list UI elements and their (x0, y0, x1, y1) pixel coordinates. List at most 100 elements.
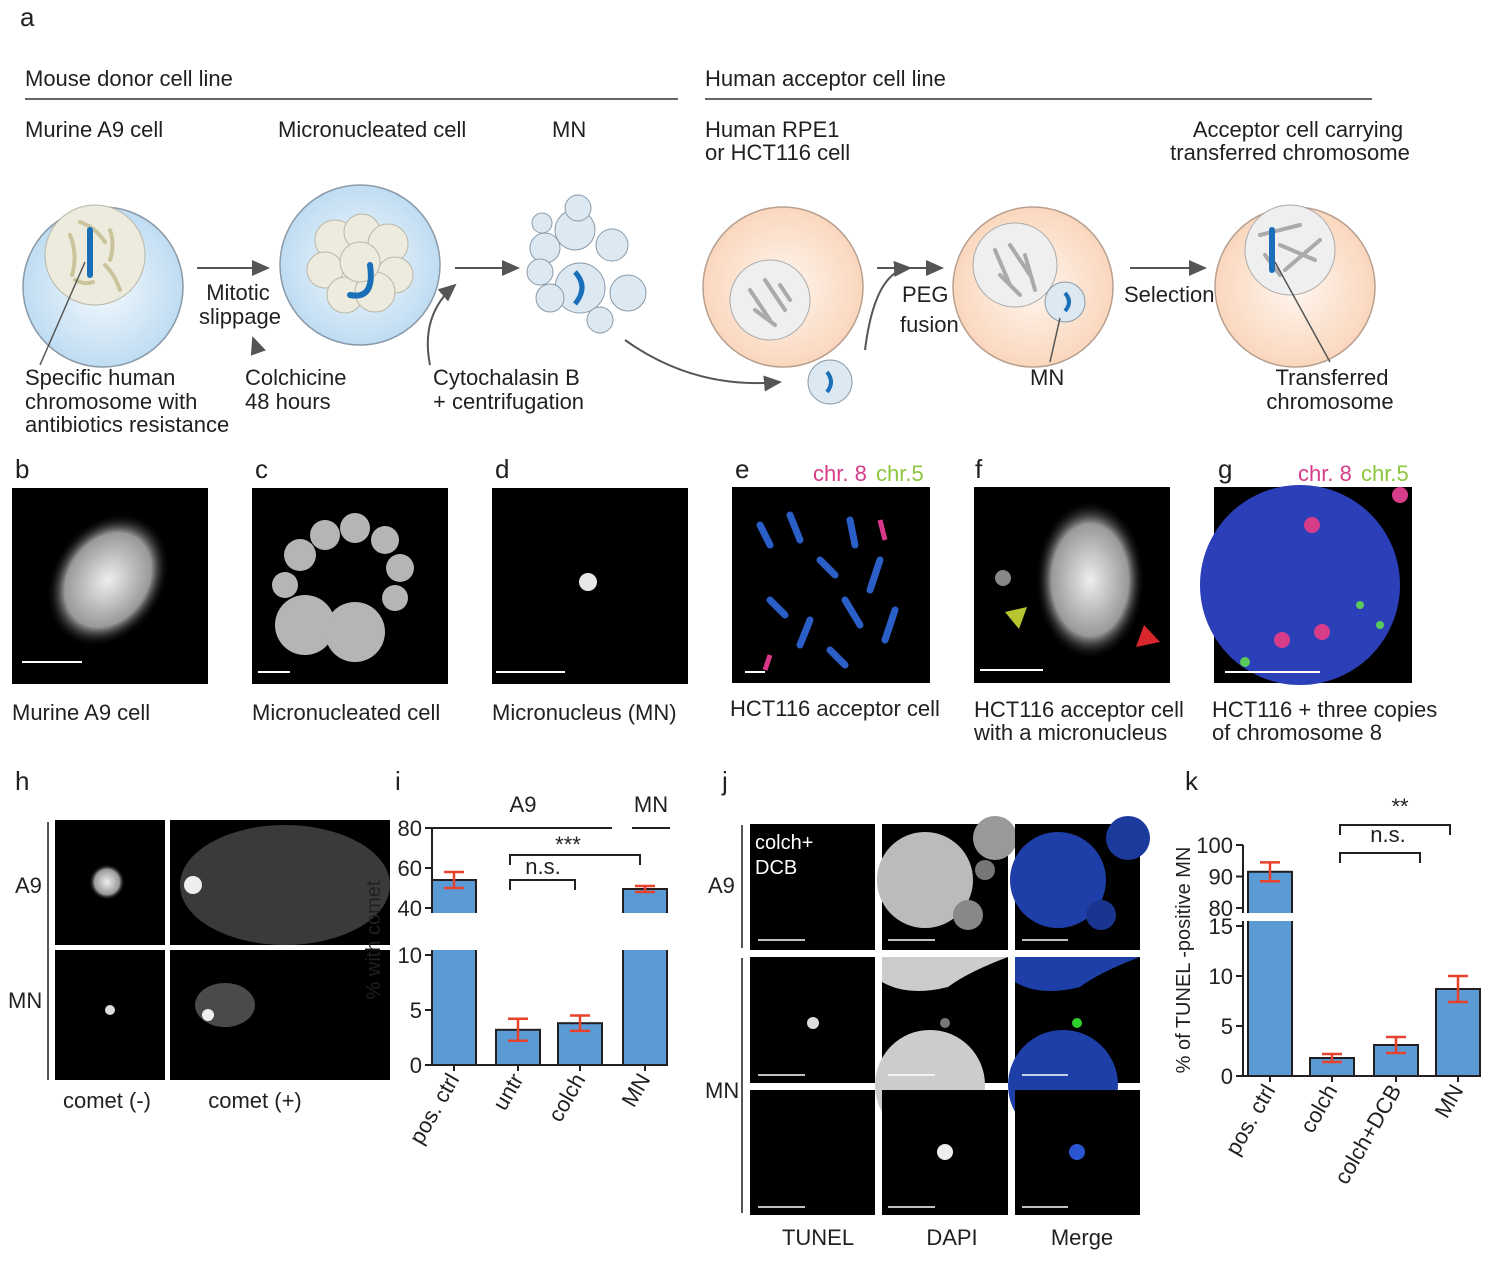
axis-break (1231, 913, 1488, 921)
cell-illustration-part (68, 220, 122, 292)
micrograph-part (1069, 1144, 1085, 1160)
caption: Micronucleus (MN) (492, 700, 677, 725)
stage-title: Micronucleated cell (278, 117, 466, 142)
column-label: DAPI (926, 1225, 977, 1250)
cell-illustration-part (44, 204, 146, 306)
note: Specific human (25, 365, 175, 390)
y-tick-label: 10 (1209, 964, 1233, 989)
micrograph-part (877, 832, 973, 928)
micrograph-part (877, 519, 888, 541)
micrograph-part-part (1304, 517, 1320, 533)
note: antibiotics resistance (25, 412, 229, 437)
micrograph (12, 485, 1412, 685)
y-axis-title: % with comet (363, 880, 385, 999)
cell-illustration-part-part (78, 220, 107, 244)
micrograph-part-part (386, 554, 414, 582)
panel-label: g (1218, 454, 1232, 484)
stage-title: transferred chromosome (1170, 140, 1410, 165)
micrograph-part (1015, 957, 1140, 991)
y-tick-label: 10 (398, 943, 422, 968)
y-tick-label: 100 (1196, 833, 1233, 858)
micrograph-part (1072, 1018, 1082, 1028)
y-tick-label: 0 (410, 1053, 422, 1078)
micrograph-part-part (275, 595, 335, 655)
cell-illustration-part-part (753, 308, 777, 327)
cell-illustration-part-part (526, 258, 554, 286)
overlay-label: DCB (755, 857, 797, 879)
step-label: fusion (900, 312, 959, 337)
cell-illustration-part-part (531, 212, 553, 234)
cell-illustration-part-part (778, 283, 792, 302)
micrograph-part-part (756, 521, 774, 549)
micrograph-part (807, 1017, 819, 1029)
panel-label: b (15, 454, 29, 484)
cell-illustration-part-part (595, 228, 629, 262)
cell-illustration-part-part (1278, 243, 1317, 262)
micrograph-part-part (1392, 487, 1408, 503)
error-bar (444, 870, 464, 890)
cell-illustration-part-part (535, 283, 565, 313)
note: + centrifugation (433, 389, 584, 414)
panel-label: e (735, 454, 749, 484)
micrograph-part (1240, 601, 1384, 667)
note: Transferred (1276, 365, 1389, 390)
micrograph-part-part (340, 513, 370, 543)
micrograph-part-part (846, 516, 859, 549)
micrograph-part (180, 825, 390, 945)
channel-label: chr. 8 (813, 461, 867, 486)
y-tick-label: 90 (1209, 865, 1233, 890)
panel-label: j (721, 766, 728, 796)
cell-illustration-part (39, 261, 86, 366)
micrograph-part (1200, 485, 1400, 685)
row-label: A9 (708, 873, 735, 898)
annotation-line (509, 879, 576, 890)
micrograph-part (756, 511, 899, 669)
x-tick-label: pos. ctrl (1220, 1080, 1280, 1159)
micrograph-part-part (841, 596, 864, 629)
annotation: n.s. (1370, 822, 1405, 847)
stage-title: Acceptor cell carrying (1193, 117, 1403, 142)
micrograph-part-part (766, 596, 789, 619)
caption: HCT116 acceptor cell (730, 696, 940, 721)
micrograph-part (202, 1009, 214, 1021)
micrograph-part (975, 860, 995, 880)
micrograph-part-part (371, 526, 399, 554)
micrograph-part (105, 1005, 115, 1015)
column-label: comet (+) (208, 1088, 302, 1113)
axis-break (420, 913, 676, 950)
cell-illustration-part (1274, 261, 1331, 363)
error-bar (1386, 1035, 1406, 1055)
micrograph-part (750, 1090, 875, 1215)
error-bar (635, 884, 655, 894)
micrograph-part (1035, 500, 1145, 660)
cell-illustration-part-part (993, 248, 1012, 287)
cell-illustration-part (748, 278, 792, 327)
micrograph-part-part (881, 606, 899, 644)
cell-illustration-part-part (108, 228, 115, 262)
micrograph (741, 816, 1150, 1215)
micrograph-part (1274, 487, 1408, 648)
micrograph-part (1136, 625, 1160, 647)
micrograph-part-part (1274, 632, 1290, 648)
note: MN (1030, 365, 1064, 390)
x-tick-label: untr (488, 1069, 529, 1114)
stage-title: or HCT116 cell (705, 140, 850, 165)
row-label: MN (8, 988, 42, 1013)
column-label: Merge (1051, 1225, 1113, 1250)
error-bar (1260, 861, 1280, 883)
micrograph-part-part (1314, 624, 1330, 640)
micrograph-part (46, 512, 170, 648)
micrograph-part (995, 570, 1011, 586)
column-label: TUNEL (782, 1225, 854, 1250)
step-label: slippage (199, 304, 281, 329)
cell-illustration-part (825, 370, 833, 394)
cell-illustration-part-part (1008, 243, 1032, 277)
cell-illustration-part-part (1283, 238, 1322, 272)
micrograph-part (272, 513, 414, 662)
caption: of chromosome 8 (1212, 720, 1382, 745)
cell-illustration-part-part (1258, 223, 1302, 237)
y-tick-label: 15 (1209, 914, 1233, 939)
note: 48 hours (245, 389, 331, 414)
column-label: comet (-) (63, 1088, 151, 1113)
